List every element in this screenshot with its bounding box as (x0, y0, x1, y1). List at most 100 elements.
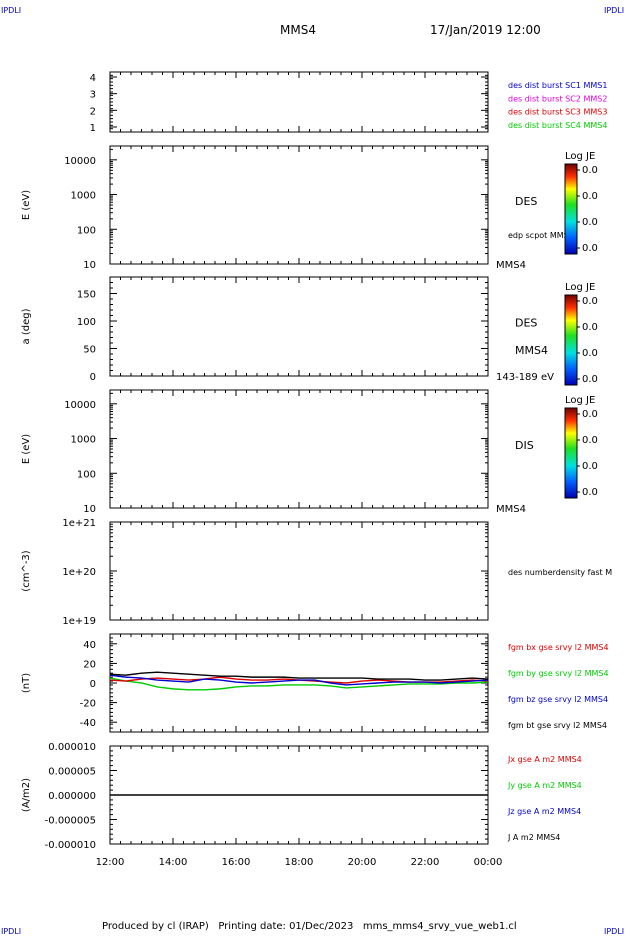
colorbar-tick-label: 0.0 (582, 348, 598, 359)
y-axis-label: (A/m2) (21, 778, 32, 812)
corner-label-top-right: IPDLI (604, 6, 624, 15)
panel-frame (109, 71, 489, 133)
colorbar-tick-label: 0.0 (582, 296, 598, 307)
colorbar-title: Log JE (565, 395, 595, 406)
colorbar-tick-label: 0.0 (582, 322, 598, 333)
y-tick-label: 0 (90, 679, 96, 690)
panel-frame (109, 521, 489, 621)
corner-label-bottom-right: IPDLI (604, 927, 624, 934)
panel-magnetic-field: -40 -20 0 20 40 (nT) fgm bx gse srvy l2 MMS4 fg… (21, 633, 609, 733)
colorbar-tick-label: 0.0 (582, 374, 598, 385)
colorbar (564, 294, 578, 386)
y-tick-label: 0.000010 (48, 742, 96, 753)
y-axis-label: a (deg) (21, 308, 32, 344)
panel-current-density: -0.000010 -0.000005 0.000000 0.000005 0.0000… (21, 742, 582, 851)
y-tick-label: 150 (77, 290, 96, 301)
panel-below-label: 143-189 eV (496, 372, 554, 383)
y-tick-label: 1e+21 (62, 518, 96, 529)
colorbar (564, 163, 578, 255)
legend-entry: des dist burst SC3 MMS3 (508, 108, 607, 117)
corner-label-top-left: IPDLI (1, 6, 21, 15)
series-line-blue (109, 674, 489, 686)
footer-credit: Produced by cl (IRAP) Printing date: 01/… (102, 921, 517, 932)
y-tick-label: 0 (90, 372, 96, 383)
panel-below-label: MMS4 (496, 504, 526, 515)
colorbar-tick-label: 0.0 (582, 165, 598, 176)
y-tick-label: -40 (80, 718, 96, 729)
colorbar-tick-label: 0.0 (582, 461, 598, 472)
panel-side-label: DES (515, 195, 537, 208)
legend-entry: des dist burst SC4 MMS4 (508, 121, 607, 130)
colorbar-tick-label: 0.0 (582, 435, 598, 446)
legend-entry: des dist burst SC1 MMS1 (508, 81, 607, 90)
y-axis-label: E (eV) (21, 190, 32, 220)
panel-side-label: edp scpot MMS4 (508, 231, 574, 240)
y-tick-label: 1e+19 (62, 616, 96, 627)
y-tick-label: 10000 (64, 156, 96, 167)
panel-frame (109, 276, 489, 377)
corner-label-bottom-left: IPDLI (1, 927, 21, 934)
spacecraft-title: MMS4 (280, 23, 316, 37)
y-tick-label: -0.000005 (45, 816, 96, 827)
panel-spacecraft-availability: 1 2 3 4 des dist burst SC1 MMS1 des dist burs… (90, 71, 607, 134)
y-tick-label: 100 (77, 317, 96, 328)
colorbar-title: Log JE (565, 282, 595, 293)
y-tick-label: 3 (90, 90, 96, 101)
series-line-black (109, 671, 489, 681)
plot-panels: 1 2 3 4 des dist burst SC1 MMS1 des dist burs… (21, 71, 612, 851)
panel-des-energy-spectrogram: 10 100 1000 10000 E (eV) DES edp scpot MMS4 MMS… (21, 145, 598, 271)
colorbar-tick-label: 0.0 (582, 191, 598, 202)
legend-entry: fgm bt gse srvy l2 MMS4 (508, 721, 607, 730)
panel-dis-energy-spectrogram: 10 100 1000 10000 E (eV) DIS MMS4 Log JE 0.0 0.0 0… (21, 389, 598, 515)
legend-entry: des dist burst SC2 MMS2 (508, 94, 607, 103)
y-tick-label: 1000 (71, 435, 96, 446)
colorbar-tick-label: 0.0 (582, 217, 598, 228)
y-tick-label: 20 (83, 659, 96, 670)
time-tick-label: 22:00 (411, 857, 440, 868)
panel-below-label: MMS4 (496, 260, 526, 271)
legend-entry: Jy gse A m2 MMS4 (507, 781, 582, 790)
panel-frame (109, 389, 489, 509)
y-tick-label: -0.000010 (45, 840, 96, 851)
panel-density: 1e+19 1e+20 1e+21 (cm^-3) des numberdensity … (21, 518, 612, 627)
y-axis-label: E (eV) (21, 434, 32, 464)
time-tick-label: 12:00 (96, 857, 125, 868)
time-tick-label: 18:00 (285, 857, 314, 868)
time-tick-label: 14:00 (159, 857, 188, 868)
datetime-title: 17/Jan/2019 12:00 (430, 23, 541, 37)
legend-entry: Jx gse A m2 MMS4 (507, 755, 582, 764)
legend-entry: Jz gse A m2 MMS4 (507, 807, 581, 816)
y-tick-label: 0.000000 (48, 791, 96, 802)
colorbar (564, 407, 578, 499)
colorbar-tick-label: 0.0 (582, 409, 598, 420)
y-tick-label: 2 (90, 106, 96, 117)
panel-side-label: MMS4 (515, 344, 548, 357)
y-tick-label: 100 (77, 225, 96, 236)
y-tick-label: 10 (83, 260, 96, 271)
panel-frame (109, 145, 489, 265)
y-axis-label: (cm^-3) (21, 550, 32, 591)
time-axis: 12:00 14:00 16:00 18:00 20:00 22:00 00:00 (96, 857, 503, 868)
legend-entry: fgm bz gse srvy l2 MMS4 (508, 695, 608, 704)
y-tick-label: 40 (83, 640, 96, 651)
y-axis-label: (nT) (21, 673, 32, 693)
legend-entry: fgm by gse srvy l2 MMS4 (508, 669, 609, 678)
y-tick-label: 1e+20 (62, 567, 96, 578)
legend-entry: des numberdensity fast M (508, 568, 612, 577)
legend-entry: fgm bx gse srvy l2 MMS4 (508, 643, 609, 652)
colorbar-tick-label: 0.0 (582, 243, 598, 254)
y-tick-label: 1000 (71, 191, 96, 202)
time-tick-label: 00:00 (474, 857, 503, 868)
colorbar-tick-label: 0.0 (582, 487, 598, 498)
time-tick-label: 16:00 (222, 857, 251, 868)
y-tick-label: 10 (83, 504, 96, 515)
y-tick-label: 100 (77, 469, 96, 480)
series-line-green (109, 677, 489, 691)
y-tick-label: 50 (83, 345, 96, 356)
y-tick-label: 0.000005 (48, 767, 96, 778)
legend-entry: J A m2 MMS4 (507, 833, 560, 842)
panel-side-label: DES (515, 317, 537, 330)
y-tick-label: 1 (90, 123, 96, 134)
